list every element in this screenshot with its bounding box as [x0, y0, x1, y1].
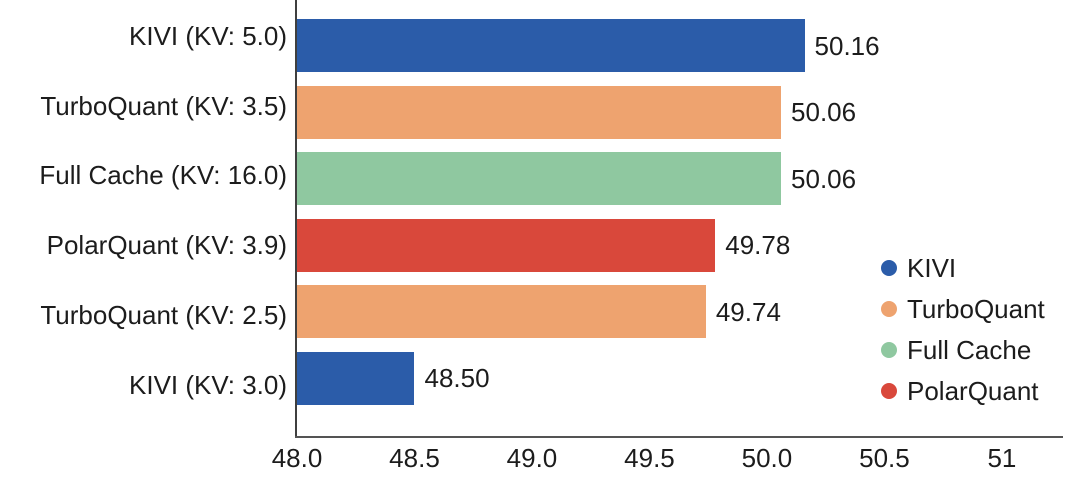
bar-turboquant-kv-2-5 [297, 285, 706, 338]
value-label: 50.16 [814, 30, 880, 61]
legend-item-turboquant: TurboQuant [881, 294, 1045, 324]
y-axis-spine [295, 0, 297, 438]
legend: KIVI TurboQuant Full Cache PolarQuant [881, 253, 1045, 406]
x-tick-label: 49.5 [624, 443, 675, 473]
category-label: PolarQuant (KV: 3.9) [46, 230, 287, 261]
category-label: TurboQuant (KV: 2.5) [40, 299, 287, 330]
plot-area [295, 0, 1063, 438]
legend-label: TurboQuant [907, 294, 1045, 324]
x-tick-label: 50.0 [741, 443, 793, 473]
bar-kivi-kv-5-0 [297, 19, 805, 72]
legend-marker-icon [881, 301, 897, 317]
value-label: 49.78 [725, 230, 791, 260]
x-tick-label: 51 [987, 443, 1017, 473]
category-label: TurboQuant (KV: 3.5) [40, 90, 287, 121]
value-label: 50.06 [791, 97, 857, 127]
category-label: KIVI (KV: 3.0) [129, 369, 287, 400]
value-label: 49.74 [715, 296, 781, 327]
legend-item-kivi: KIVI [881, 253, 1045, 283]
category-label: Full Cache (KV: 16.0) [39, 160, 287, 191]
legend-item-full-cache: Full Cache [881, 335, 1045, 365]
bar-kivi-kv-3-0 [297, 351, 415, 405]
bar-turboquant-kv-3-5 [297, 85, 782, 139]
legend-marker-icon [881, 342, 897, 358]
legend-marker-icon [881, 260, 897, 276]
category-label: KIVI (KV: 5.0) [129, 21, 287, 51]
value-label: 50.06 [791, 163, 857, 194]
bar-polarquant-kv-3-9 [297, 218, 716, 272]
x-tick-label: 49.0 [506, 443, 558, 473]
x-axis-spine [295, 436, 1063, 438]
legend-item-polarquant: PolarQuant [881, 376, 1045, 406]
x-tick-label: 50.5 [859, 443, 910, 473]
legend-label: PolarQuant [907, 376, 1039, 406]
x-tick-label: 48.5 [389, 443, 440, 473]
legend-marker-icon [881, 383, 897, 399]
value-label: 48.50 [424, 363, 490, 393]
legend-label: KIVI [907, 253, 957, 283]
x-tick-label: 48.0 [271, 443, 323, 473]
bar-full-cache-kv-16-0 [297, 152, 782, 205]
legend-label: Full Cache [907, 335, 1032, 365]
